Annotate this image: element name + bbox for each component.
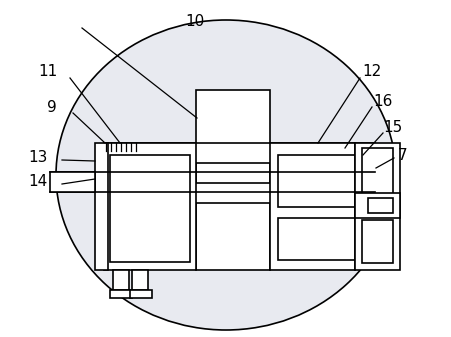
Text: 11: 11 — [38, 64, 57, 80]
Bar — [354, 193, 399, 218]
Text: 12: 12 — [362, 64, 381, 80]
Bar — [110, 155, 189, 262]
Text: 13: 13 — [28, 151, 48, 165]
Bar — [367, 198, 392, 213]
Bar — [130, 290, 152, 298]
Text: 7: 7 — [397, 148, 407, 162]
Bar — [196, 90, 269, 270]
Bar — [95, 143, 108, 270]
Bar — [354, 143, 399, 270]
Bar — [361, 220, 392, 263]
Bar — [104, 183, 374, 203]
Text: 10: 10 — [185, 14, 204, 30]
Bar — [104, 143, 196, 270]
Bar — [50, 172, 95, 192]
Text: 16: 16 — [373, 94, 392, 110]
Text: 9: 9 — [47, 100, 57, 116]
Bar — [113, 270, 129, 290]
Ellipse shape — [56, 20, 395, 330]
Bar — [277, 218, 354, 260]
Bar — [277, 155, 354, 207]
Bar — [104, 143, 374, 163]
Bar — [269, 143, 354, 270]
Bar — [110, 290, 132, 298]
Text: 15: 15 — [382, 121, 402, 135]
Bar — [361, 148, 392, 198]
Bar — [132, 270, 147, 290]
Text: 14: 14 — [28, 175, 47, 189]
